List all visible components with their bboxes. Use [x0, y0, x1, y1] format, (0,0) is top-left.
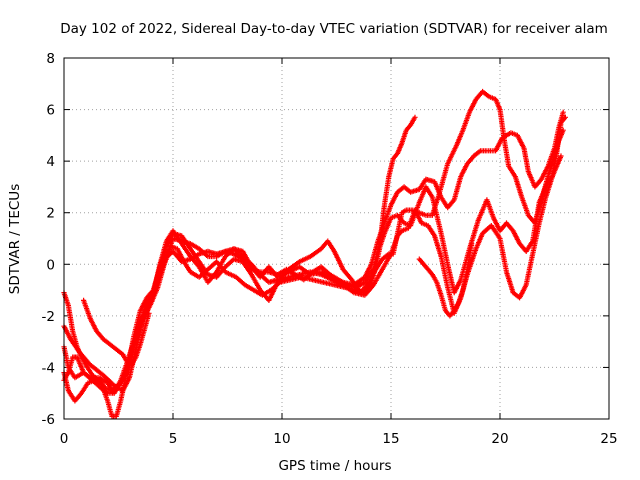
- y-tick-label: 4: [46, 154, 55, 170]
- data-point: [562, 114, 568, 120]
- data-points: [61, 88, 568, 419]
- y-axis-label: SDTVAR / TECUs: [7, 184, 23, 294]
- series-trace-7: [416, 241, 475, 319]
- data-point: [412, 114, 418, 120]
- y-tick-label: 8: [46, 51, 55, 67]
- x-tick-label: 20: [491, 431, 508, 447]
- data-point: [146, 310, 152, 316]
- y-tick-label: 2: [46, 206, 55, 222]
- data-point: [558, 153, 564, 159]
- data-point: [560, 109, 566, 115]
- x-tick-label: 15: [382, 431, 399, 447]
- data-point: [560, 127, 566, 133]
- y-tick-label: -4: [42, 360, 55, 376]
- x-tick-label: 5: [169, 431, 178, 447]
- data-point: [469, 241, 475, 247]
- series-trace-5: [61, 114, 418, 394]
- x-axis-label: GPS time / hours: [278, 458, 391, 474]
- x-tick-label: 25: [600, 431, 617, 447]
- y-tick-label: 6: [46, 103, 55, 119]
- chart-title: Day 102 of 2022, Sidereal Day-to-day VTE…: [60, 21, 608, 37]
- y-tick-label: 0: [46, 257, 55, 273]
- plot-frame: [63, 57, 610, 420]
- series-trace-6: [81, 297, 152, 368]
- x-tick-label: 0: [60, 431, 69, 447]
- y-tick-label: -2: [42, 309, 55, 325]
- x-tick-label: 10: [273, 431, 290, 447]
- y-tick-label: -6: [42, 412, 55, 428]
